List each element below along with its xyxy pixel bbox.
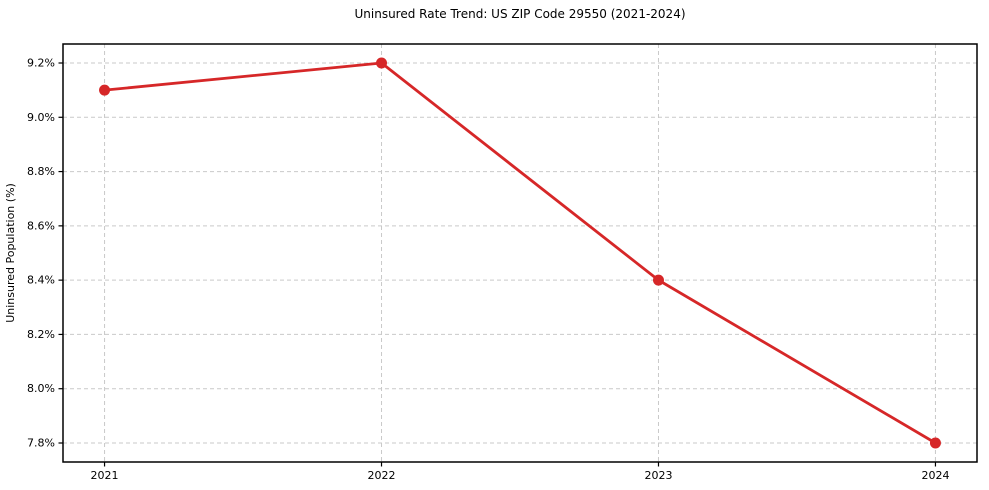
y-tick-label: 8.6% — [27, 219, 55, 232]
y-tick-label: 7.8% — [27, 437, 55, 450]
trend-line — [103, 61, 937, 445]
x-tick-label: 2021 — [91, 469, 119, 482]
y-tick-label: 8.2% — [27, 328, 55, 341]
x-tick-label: 2022 — [368, 469, 396, 482]
axes-spines — [62, 43, 978, 463]
data-point-marker — [376, 57, 388, 69]
y-tick-label: 9.0% — [27, 111, 55, 124]
y-tick-label: 8.0% — [27, 382, 55, 395]
x-tick-label: 2024 — [921, 469, 949, 482]
y-tick-label: 9.2% — [27, 57, 55, 70]
y-tick-label: 8.8% — [27, 165, 55, 178]
data-point-marker — [929, 437, 941, 449]
y-tick-label: 8.4% — [27, 274, 55, 287]
chart-title: Uninsured Rate Trend: US ZIP Code 29550 … — [354, 7, 686, 21]
x-tick-label: 2023 — [644, 469, 672, 482]
data-point-marker — [99, 84, 111, 96]
y-axis-label: Uninsured Population (%) — [4, 183, 17, 323]
data-point-marker — [652, 274, 664, 286]
